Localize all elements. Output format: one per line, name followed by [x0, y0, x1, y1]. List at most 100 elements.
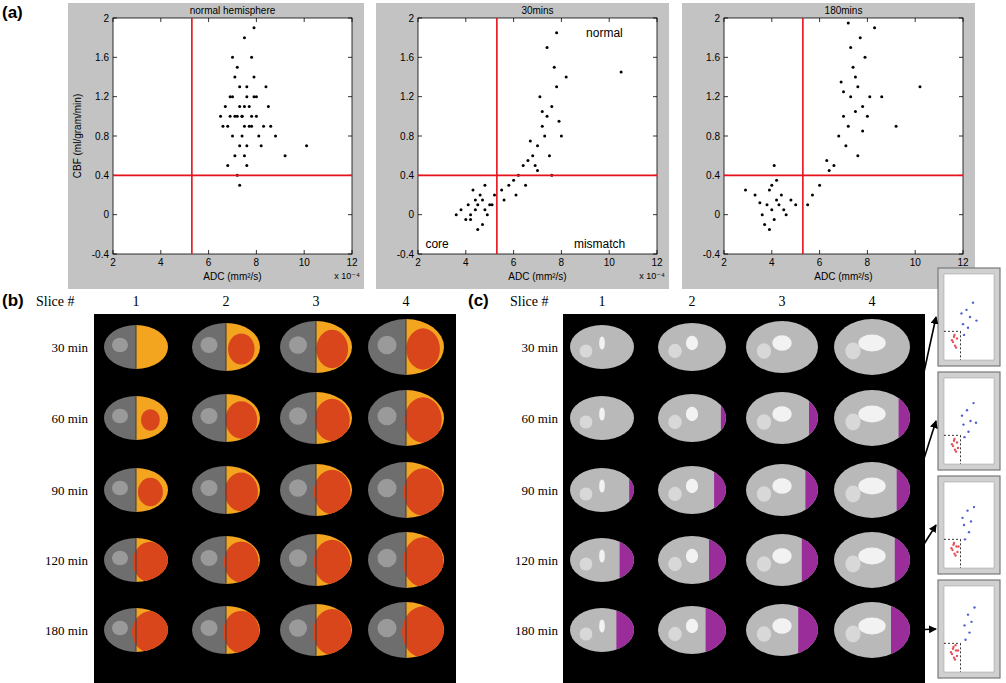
- x-tick-label: 10: [910, 257, 922, 268]
- y-tick: [724, 57, 728, 58]
- lesion-region: [798, 604, 818, 656]
- point: [861, 105, 864, 108]
- core-region: [224, 542, 259, 583]
- image-background: [563, 314, 925, 683]
- hemisphere-normal: [368, 602, 406, 658]
- hemisphere-normal: [280, 534, 316, 586]
- point: [963, 436, 965, 438]
- core-region: [223, 611, 259, 654]
- x-tick: [418, 250, 419, 254]
- tissue-detail: [580, 415, 593, 428]
- x-tick: [819, 250, 820, 254]
- slice-number: 1: [133, 294, 140, 309]
- point: [238, 105, 241, 108]
- brain-slice: [104, 396, 168, 440]
- hemisphere-normal: [368, 319, 406, 375]
- point: [476, 228, 479, 231]
- brain-slice: [570, 538, 634, 582]
- x-tick: [771, 18, 772, 22]
- point: [963, 334, 965, 336]
- point: [264, 85, 267, 88]
- point: [474, 198, 477, 201]
- point: [243, 154, 246, 157]
- point: [543, 135, 546, 138]
- point: [226, 164, 229, 167]
- plot-marks: [944, 301, 978, 360]
- lesion-region: [726, 323, 727, 371]
- point: [245, 164, 248, 167]
- threshold-line: [960, 435, 961, 464]
- point: [950, 651, 952, 653]
- x-tick-label: 10: [299, 257, 311, 268]
- point: [229, 115, 232, 118]
- time-label: 120 min: [45, 553, 88, 568]
- lesion-region: [634, 396, 635, 440]
- point: [852, 66, 855, 69]
- point: [766, 203, 769, 206]
- point: [221, 125, 224, 128]
- slice-number: 4: [869, 294, 876, 309]
- brain-slice: [746, 534, 818, 586]
- point: [773, 164, 776, 167]
- hemisphere-normal: [192, 323, 226, 371]
- brain-slice: [280, 534, 352, 586]
- ventricle: [858, 618, 885, 635]
- y-tick: [418, 214, 422, 215]
- point: [840, 80, 843, 83]
- tissue-detail: [378, 549, 397, 568]
- point: [951, 443, 953, 445]
- point: [773, 218, 776, 221]
- lesion-region: [805, 464, 818, 516]
- point: [832, 164, 835, 167]
- lesion-region: [706, 606, 726, 654]
- brain-slice: [192, 466, 260, 514]
- point: [956, 655, 958, 657]
- point: [768, 189, 771, 192]
- point: [553, 66, 556, 69]
- tissue: [658, 606, 726, 654]
- point: [236, 66, 239, 69]
- plot-marks: [944, 606, 976, 672]
- lesion-region: [899, 390, 910, 446]
- brain-slice: [368, 532, 444, 588]
- x-tick: [256, 250, 257, 254]
- mismatch-region: [226, 323, 260, 371]
- point: [526, 159, 529, 162]
- plot-area: [418, 18, 657, 254]
- brain-slice: [658, 606, 726, 654]
- y-tick-label: 0.8: [706, 131, 720, 142]
- midline: [136, 325, 137, 369]
- x-tick: [160, 250, 161, 254]
- ventricle: [858, 406, 885, 423]
- point: [965, 309, 967, 311]
- point: [245, 95, 248, 98]
- y-tick-label: 2: [408, 13, 414, 24]
- x-tick-label: 6: [206, 257, 212, 268]
- point: [952, 646, 954, 648]
- slice-number: 3: [313, 294, 320, 309]
- lesion-region: [910, 319, 911, 375]
- y-tick: [959, 254, 963, 255]
- tissue-detail: [201, 480, 218, 496]
- time-label: 30 min: [522, 340, 559, 355]
- x-axis-label: ADC (mm²/s): [203, 271, 261, 282]
- brain-slice: [570, 325, 634, 369]
- point: [243, 105, 246, 108]
- point: [969, 420, 971, 422]
- x-tick: [915, 250, 916, 254]
- lesion-region: [802, 534, 818, 586]
- point: [524, 184, 527, 187]
- point: [775, 179, 778, 182]
- core-region: [141, 409, 160, 431]
- lesion-region: [895, 532, 910, 588]
- point: [255, 115, 258, 118]
- point: [972, 402, 974, 404]
- tissue-detail: [668, 557, 682, 571]
- x-tick: [113, 250, 114, 254]
- point: [546, 115, 549, 118]
- point: [789, 198, 792, 201]
- point: [241, 135, 244, 138]
- x-tick: [609, 18, 610, 22]
- x-tick: [160, 18, 161, 22]
- y-tick: [348, 18, 352, 19]
